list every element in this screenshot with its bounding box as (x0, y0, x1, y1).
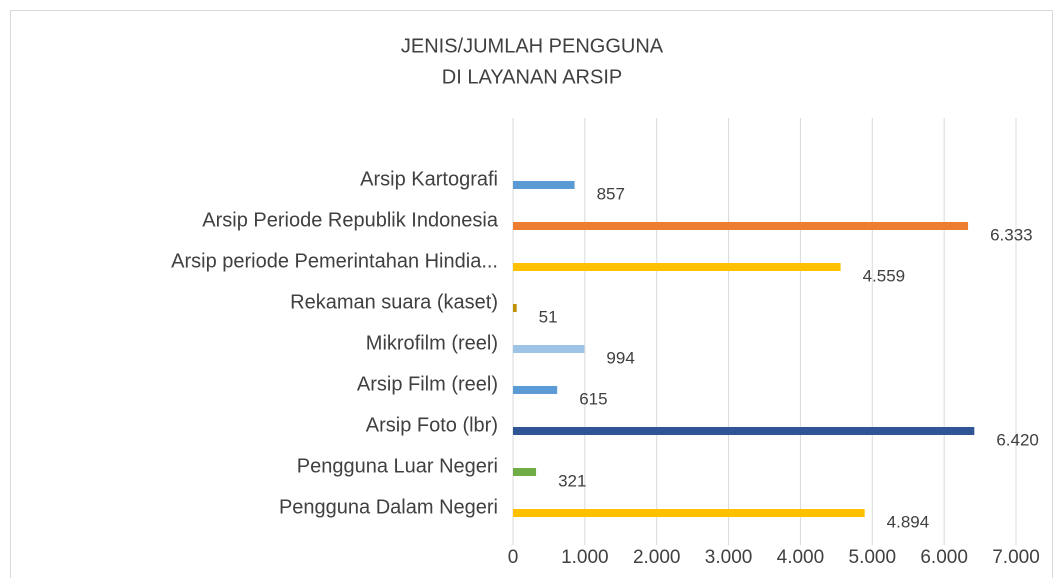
bar (513, 509, 865, 517)
x-tick-label: 4.000 (777, 547, 825, 568)
value-label: 994 (606, 348, 634, 367)
value-label: 615 (579, 389, 607, 408)
y-tick-label: Pengguna Dalam Negeri (279, 496, 498, 518)
bar (513, 181, 575, 189)
x-tick-label: 7.000 (992, 547, 1040, 568)
value-label: 51 (539, 307, 558, 326)
value-label: 857 (597, 184, 625, 203)
y-tick-label: Arsip Periode Republik Indonesia (202, 209, 499, 231)
y-tick-label: Arsip periode Pemerintahan Hindia... (171, 250, 498, 272)
value-label: 6.420 (996, 430, 1039, 449)
bar (513, 427, 975, 435)
x-tick-label: 5.000 (849, 547, 897, 568)
y-tick-label: Pengguna Luar Negeri (297, 455, 498, 477)
bar (513, 468, 537, 476)
y-tick-label: Rekaman suara (kaset) (290, 291, 498, 313)
x-tick-label: 3.000 (705, 547, 753, 568)
value-label: 4.559 (863, 266, 906, 285)
chart-border (10, 10, 1053, 578)
bar (513, 222, 969, 230)
value-label: 321 (558, 471, 586, 490)
y-tick-label: Arsip Foto (lbr) (366, 414, 498, 436)
bar (513, 386, 558, 394)
bar (513, 263, 841, 271)
value-label: 6.333 (990, 225, 1033, 244)
x-tick-label: 6.000 (920, 547, 968, 568)
x-tick-label: 1.000 (561, 547, 609, 568)
value-label: 4.894 (887, 512, 930, 531)
bar (513, 345, 585, 353)
chart-title: JENIS/JUMLAH PENGGUNA (401, 35, 664, 57)
y-tick-label: Arsip Film (reel) (357, 373, 498, 395)
x-tick-label: 0 (508, 547, 519, 568)
bar (513, 304, 517, 312)
y-tick-label: Mikrofilm (reel) (366, 332, 498, 354)
x-tick-label: 2.000 (633, 547, 681, 568)
y-tick-label: Arsip Kartografi (360, 168, 498, 190)
chart-title: DI LAYANAN ARSIP (442, 66, 622, 88)
